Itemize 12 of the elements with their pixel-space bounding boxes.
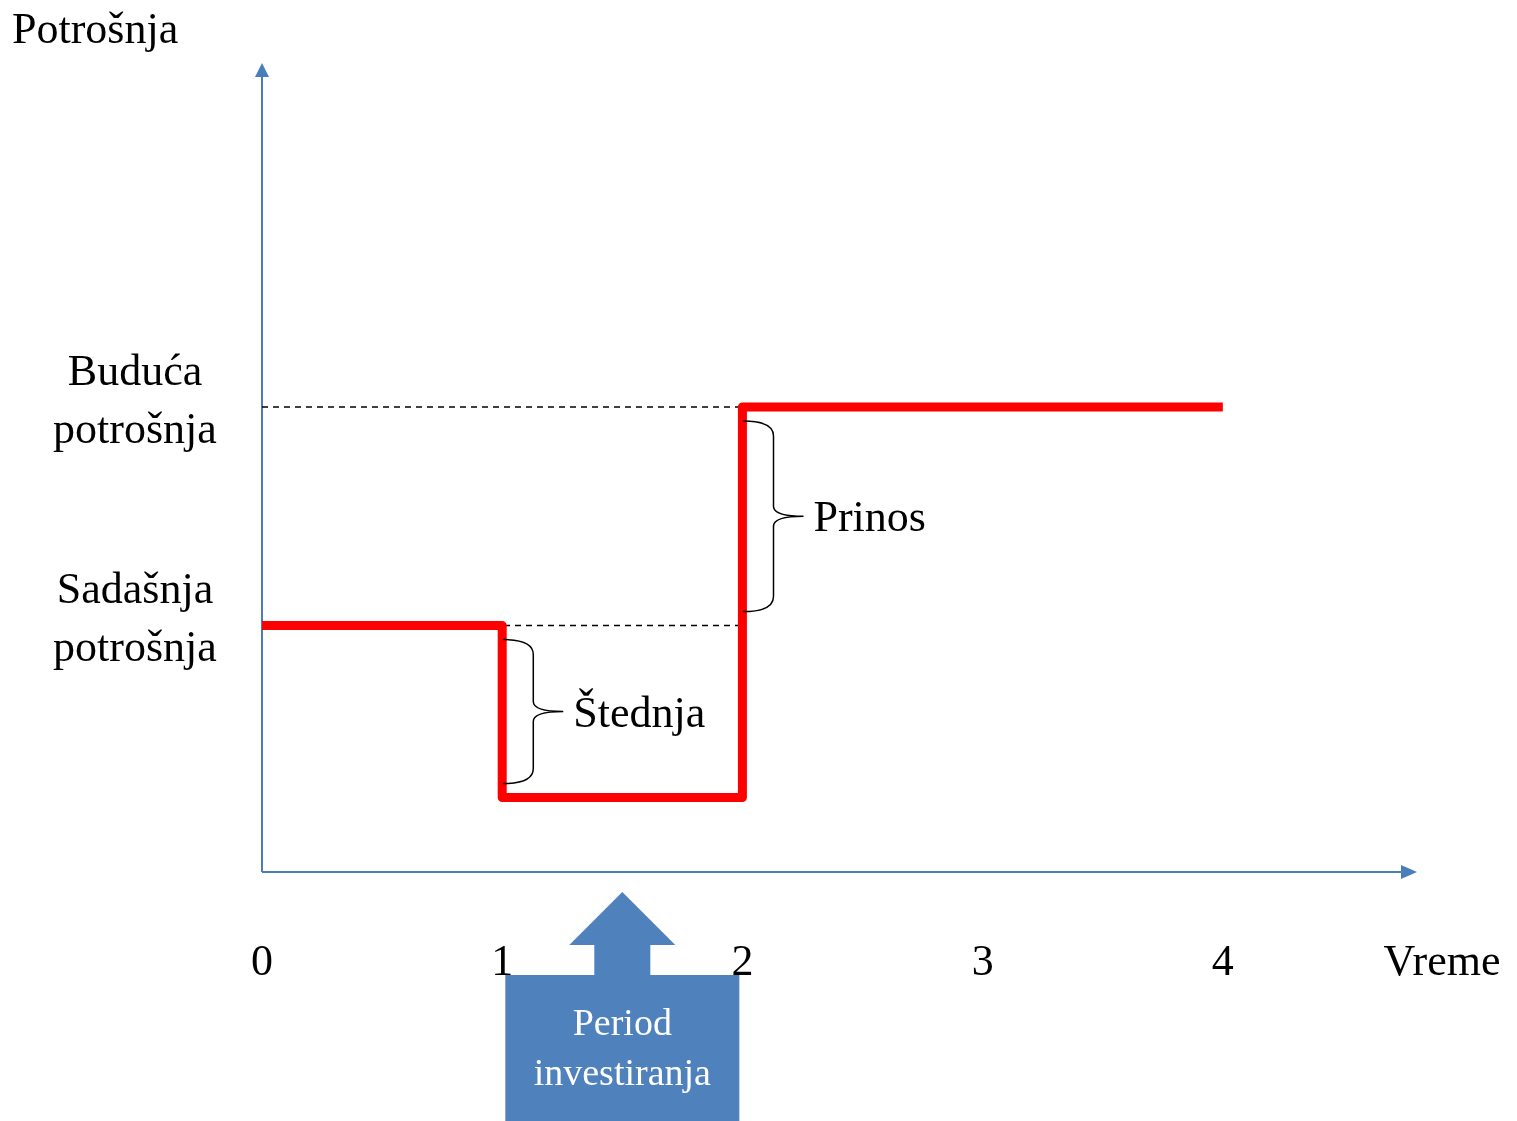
annotation: Prinos <box>813 492 926 542</box>
text: Period investiranja <box>533 1001 712 1093</box>
text: Potrošnja <box>12 4 179 53</box>
annotation: Štednja <box>573 687 706 737</box>
x-tick-label: 4 <box>1211 936 1234 985</box>
x-tick-label: 1 <box>491 936 514 985</box>
ref-line-label: Sadašnja potrošnja <box>53 564 217 672</box>
ref-line-label: Buduća potrošnja <box>53 345 217 453</box>
x-tick-label: 3 <box>971 936 994 985</box>
x-tick-label: 2 <box>731 936 754 985</box>
x-axis-title: Vreme <box>1383 936 1501 985</box>
x-tick-label: 0 <box>251 936 273 985</box>
